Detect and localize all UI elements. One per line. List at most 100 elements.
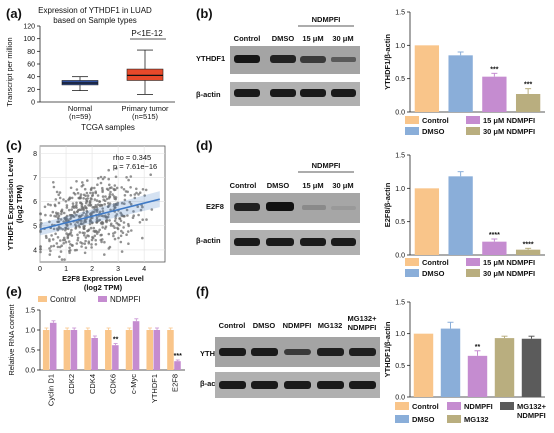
lane-mg132-plus: MG132+: [348, 314, 378, 323]
panel-c-p: p = 7.61e−16: [113, 162, 157, 171]
blot-label-bactin: β-actin: [196, 236, 221, 245]
data-point: [144, 188, 148, 192]
data-point: [60, 244, 63, 247]
band: [219, 381, 246, 389]
data-point: [46, 203, 50, 206]
legend-swatch: [405, 127, 419, 135]
bar: [146, 330, 154, 370]
band: [270, 89, 296, 97]
x-tick-label: 1: [64, 266, 68, 273]
data-point: [77, 224, 81, 227]
data-point: [65, 214, 69, 218]
data-point: [73, 211, 76, 215]
data-point: [49, 203, 52, 207]
data-point: [90, 238, 94, 242]
bar: [84, 330, 91, 370]
data-point: [65, 204, 69, 207]
band: [317, 348, 344, 356]
band: [266, 202, 294, 211]
band: [300, 238, 326, 246]
data-point: [79, 201, 82, 204]
data-point: [48, 247, 51, 250]
data-point: [56, 236, 60, 239]
data-point: [64, 200, 68, 203]
data-point: [103, 199, 107, 203]
data-point: [93, 198, 97, 201]
data-point: [66, 235, 70, 238]
data-point: [65, 227, 68, 230]
data-point: [78, 208, 81, 211]
legend-swatch: [447, 402, 461, 410]
data-point: [92, 206, 96, 209]
data-point: [141, 188, 145, 191]
data-point: [141, 218, 144, 221]
bar: [112, 345, 119, 370]
data-point: [56, 227, 59, 230]
y-tick-label: 1.5: [395, 153, 405, 160]
band: [219, 348, 246, 356]
data-point: [59, 239, 62, 242]
data-point: [137, 193, 140, 196]
legend-label: DMSO: [412, 415, 435, 424]
data-point: [77, 215, 81, 218]
lane-dmso: DMSO: [253, 321, 276, 330]
panel-c: (c) rho = 0.345 p = 7.61e−16 YTHDF1 Expr…: [6, 138, 166, 292]
legend-label: DMSO: [422, 269, 445, 278]
data-point: [121, 231, 125, 235]
data-point: [70, 228, 73, 232]
data-point: [84, 246, 88, 249]
data-point: [94, 238, 97, 242]
data-point: [107, 213, 110, 216]
data-point: [89, 219, 92, 222]
data-point: [52, 227, 56, 231]
legend-swatch: [466, 269, 480, 277]
data-point: [96, 194, 100, 197]
data-point: [132, 210, 135, 213]
data-point: [83, 234, 86, 237]
data-point: [91, 194, 94, 198]
data-point: [88, 199, 92, 203]
y-tick-label: 4: [33, 247, 37, 254]
data-point: [83, 187, 87, 191]
data-point: [95, 216, 99, 219]
data-point: [52, 185, 56, 189]
data-point: [82, 227, 86, 230]
data-point: [101, 221, 105, 225]
data-point: [39, 250, 42, 254]
data-point: [81, 181, 84, 184]
x-tick-label: CDK6: [109, 374, 118, 394]
data-point: [55, 242, 59, 245]
data-point: [126, 214, 129, 217]
y-tick-label: 1.5: [25, 308, 35, 315]
data-point: [124, 190, 128, 193]
data-point: [98, 228, 101, 232]
y-tick-label: 0.5: [395, 76, 405, 83]
data-point: [112, 187, 116, 191]
data-point: [39, 212, 42, 216]
data-point: [63, 216, 66, 220]
y-tick-label: 7: [33, 175, 37, 182]
panel-f: (f) Control DMSO NDMPFI MG132 MG132+ NDM…: [196, 284, 380, 398]
band: [234, 203, 260, 211]
data-point: [139, 208, 143, 212]
blot-label-bactin: β-actin: [200, 379, 225, 388]
panel-b-letter: (b): [196, 6, 213, 21]
data-point: [79, 241, 82, 244]
data-point: [113, 184, 117, 187]
data-point: [57, 212, 60, 215]
band: [270, 55, 296, 63]
data-point: [118, 223, 121, 227]
data-point: [113, 231, 117, 234]
data-point: [91, 210, 94, 214]
legend-swatch: [405, 258, 419, 266]
x-tick-label: Cyclin D1: [46, 374, 55, 406]
x-tick-label: c-Myc: [129, 374, 138, 394]
x-tick-label: CDK4: [88, 374, 97, 394]
y-axis-label: YTHDF1/β-actin: [383, 34, 392, 90]
data-point: [110, 186, 113, 189]
y-tick-label: 80: [27, 49, 35, 56]
bar: [125, 330, 133, 370]
legend-label: Control: [412, 402, 439, 411]
data-point: [105, 197, 109, 201]
